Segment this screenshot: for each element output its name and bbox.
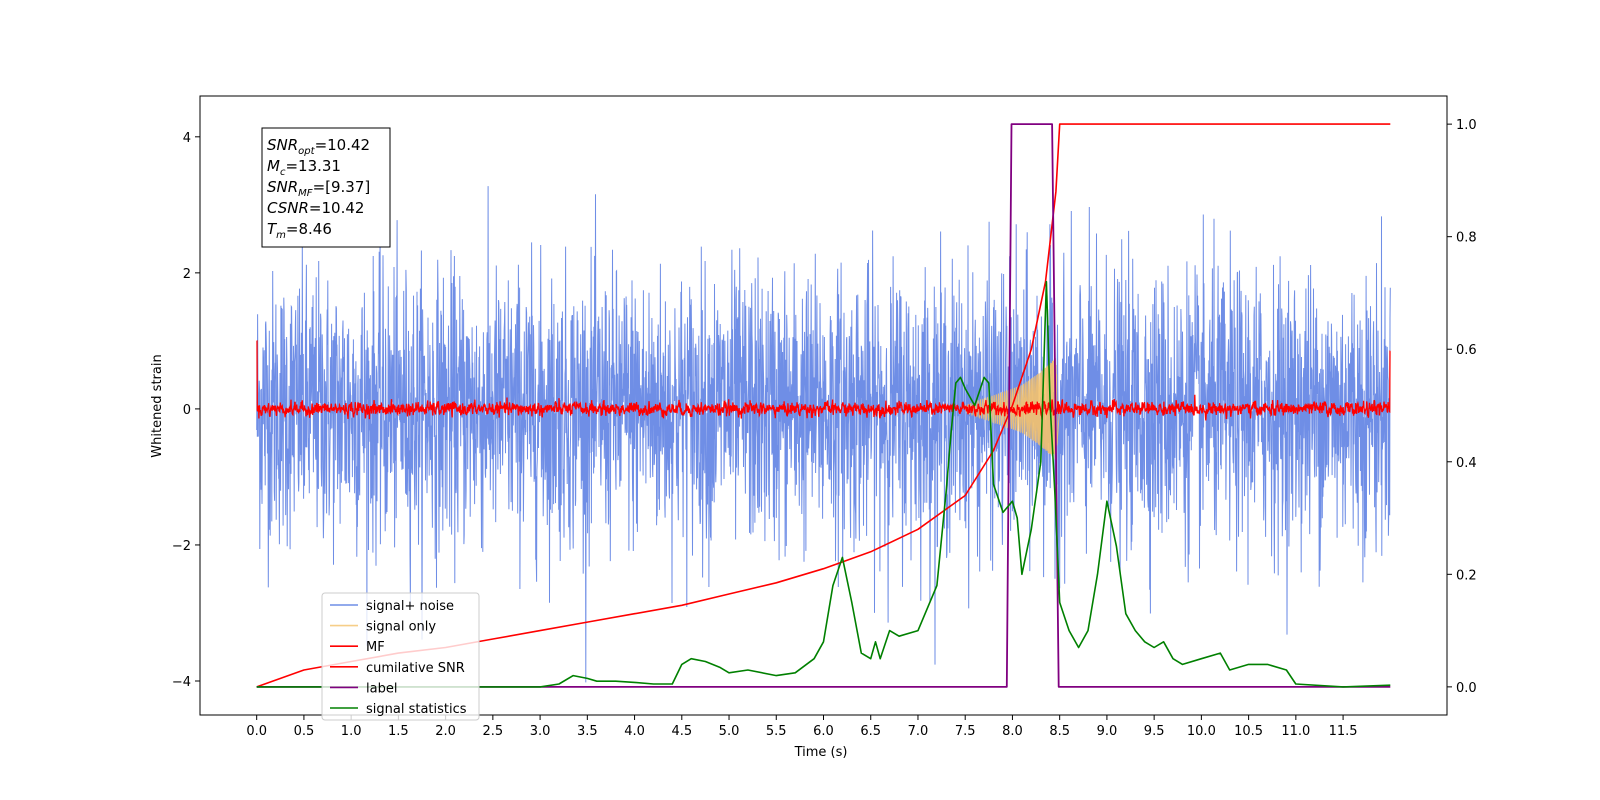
legend-entry: cumilative SNR — [366, 661, 465, 676]
x-tick-label: 2.5 — [483, 724, 504, 739]
x-tick-label: 6.0 — [813, 724, 834, 739]
legend-entry: signal+ noise — [366, 599, 454, 614]
x-tick-label: 7.5 — [955, 724, 976, 739]
y-tick-label: 2 — [183, 267, 191, 282]
x-tick-label: 4.0 — [624, 724, 645, 739]
y-right-tick-label: 0.8 — [1456, 231, 1477, 246]
annotation-line: SNRMF=[9.37] — [267, 178, 370, 199]
x-tick-label: 10.5 — [1234, 724, 1263, 739]
series-signal-only — [964, 358, 1061, 460]
annotation-subscript: MF — [298, 188, 313, 199]
annotation-value: =10.42 — [309, 199, 365, 217]
annotation-line: Mc=13.31 — [267, 157, 341, 178]
annotation-line: Tm=8.46 — [267, 220, 332, 241]
annotation-box: SNRopt=10.42Mc=13.31SNRMF=[9.37]CSNR=10.… — [261, 127, 391, 248]
legend-entry: signal only — [366, 620, 436, 635]
y-right-tick-label: 0.2 — [1456, 568, 1477, 583]
x-tick-label: 2.0 — [435, 724, 456, 739]
x-tick-label: 7.0 — [908, 724, 929, 739]
y-tick-label: −2 — [172, 539, 191, 554]
annotation-symbol: SNR — [267, 136, 298, 154]
x-tick-label: 0.5 — [294, 724, 315, 739]
annotation-line: CSNR=10.42 — [267, 199, 364, 217]
x-tick-label: 10.0 — [1187, 724, 1216, 739]
annotation-symbol: SNR — [267, 178, 298, 196]
annotation-value: =13.31 — [285, 157, 341, 175]
annotation-symbol: M — [267, 157, 280, 175]
annotation-subscript: c — [280, 167, 286, 178]
y-tick-label: −4 — [172, 675, 191, 690]
x-tick-label: 5.5 — [766, 724, 787, 739]
x-tick-label: 0.0 — [246, 724, 267, 739]
legend-entry: signal statistics — [366, 702, 467, 717]
annotation-value: =8.46 — [286, 220, 332, 238]
legend-frame — [321, 592, 480, 721]
y-right-tick-label: 0.6 — [1456, 343, 1477, 358]
legend-entry: label — [366, 681, 397, 696]
series-label — [256, 123, 1391, 688]
x-tick-label: 1.5 — [388, 724, 409, 739]
axes-layer: 0.0 0.5 1.0 1.5 2.0 2.5 3.0 3.5 4.0 4.5 5.0 5.5 6.0 6… — [172, 118, 1477, 739]
annotation-value: =[9.37] — [313, 178, 371, 196]
y-right-tick-label: 0.0 — [1456, 681, 1477, 696]
series-mf — [256, 340, 1391, 421]
x-tick-label: 1.0 — [341, 724, 362, 739]
x-tick-label: 4.5 — [671, 724, 692, 739]
x-tick-label: 8.5 — [1049, 724, 1070, 739]
legend-entry: MF — [366, 640, 385, 655]
x-tick-label: 9.5 — [1144, 724, 1165, 739]
annotation-subscript: m — [276, 230, 286, 241]
annotation-subscript: opt — [298, 146, 315, 157]
annotation-value: =10.42 — [315, 136, 371, 154]
y-tick-label: 0 — [183, 403, 191, 418]
annotation-frame — [261, 127, 391, 248]
y-right-tick-label: 0.4 — [1456, 456, 1477, 471]
series-signal-statistics — [256, 280, 1391, 688]
x-axis-label: Time (s) — [794, 745, 848, 760]
y-axis-label: Whitened strain — [150, 354, 165, 457]
x-tick-label: 6.5 — [860, 724, 881, 739]
annotation-line: SNRopt=10.42 — [267, 136, 370, 157]
x-tick-label: 9.0 — [1097, 724, 1118, 739]
y-right-tick-label: 1.0 — [1456, 118, 1477, 133]
x-tick-label: 11.5 — [1329, 724, 1358, 739]
annotation-symbol: T — [267, 220, 278, 238]
annotation-symbol: CSNR — [267, 199, 309, 217]
x-tick-label: 3.0 — [530, 724, 551, 739]
x-tick-label: 11.0 — [1281, 724, 1310, 739]
x-tick-label: 5.0 — [719, 724, 740, 739]
x-tick-label: 3.5 — [577, 724, 598, 739]
legend: signal+ noise signal only MF cumilative SNR… — [321, 592, 480, 721]
series-signal-plus-noise — [256, 186, 1391, 683]
y-tick-label: 4 — [183, 131, 191, 146]
x-tick-label: 8.0 — [1002, 724, 1023, 739]
